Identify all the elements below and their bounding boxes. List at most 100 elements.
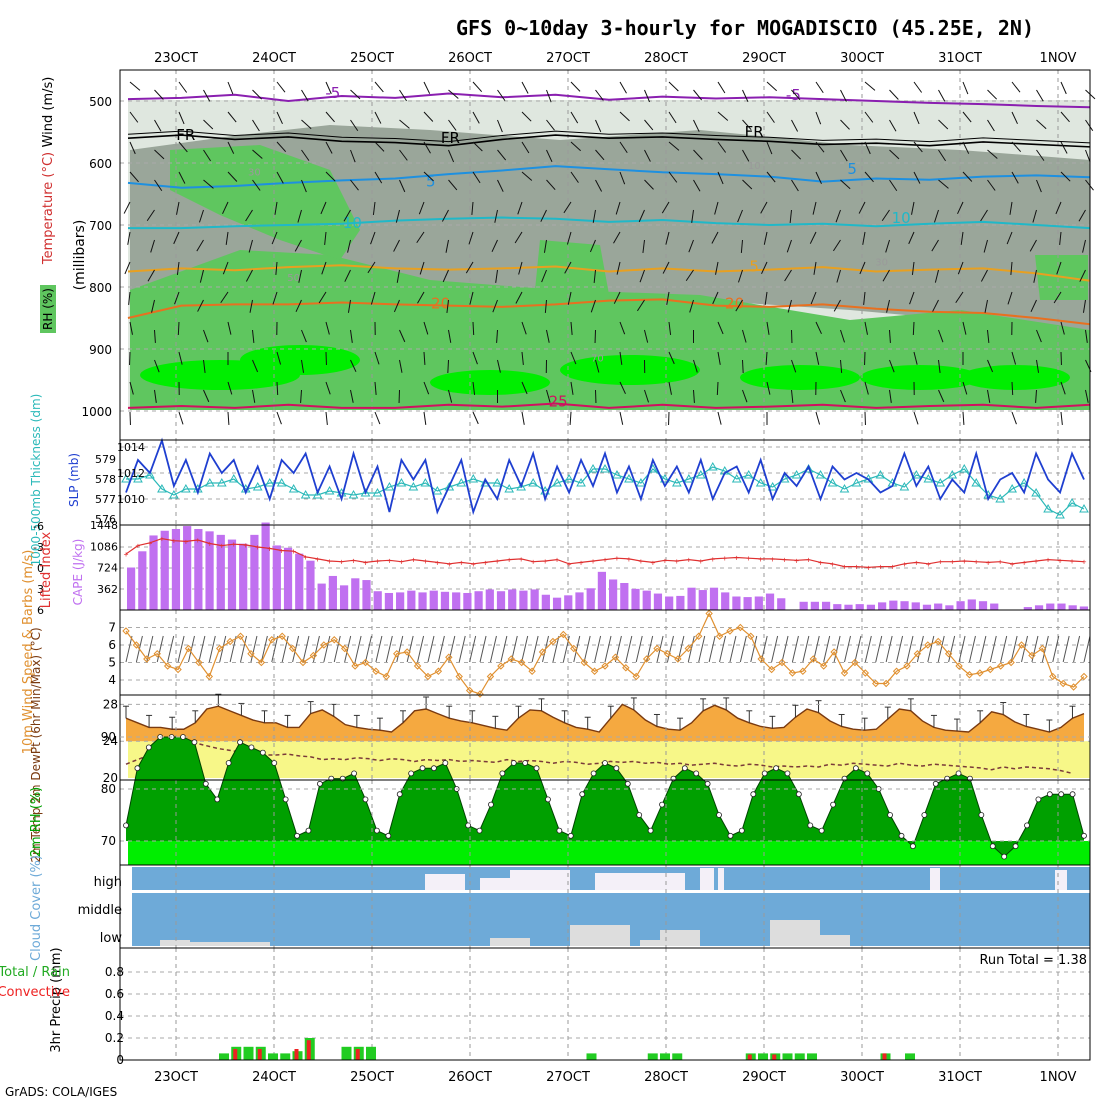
thickness-point [157,483,167,493]
precip-total-bar [341,1046,352,1060]
wind-barb [1060,81,1067,95]
wind-barb [252,149,263,159]
wind-barb [791,149,802,160]
rh2m-point [795,791,802,798]
wind-barb [812,201,817,215]
wind-barb [864,111,874,123]
lifted-index-point: + [962,557,967,566]
rh2m-point [624,780,631,787]
wind-barb [276,141,287,152]
wind-barb [738,269,743,283]
wind-barb [448,89,459,99]
surface-wind-barb [271,635,279,663]
wind-barb [448,179,458,191]
wind-speed-point [996,662,1005,670]
wind-barb [1085,389,1089,403]
wind-barb [913,81,923,93]
thickness-tick: 578 [95,473,116,486]
contour-label: 70 [591,353,604,364]
wind-barb [960,231,964,245]
wind-barb [274,201,278,215]
wind-barb [472,381,476,395]
wind-barb [301,119,312,130]
wind-barb [962,81,969,95]
wind-barb [203,149,211,162]
cape-bar [709,587,719,610]
cape-bar [743,597,752,610]
thickness-point [1079,503,1089,513]
surface-wind-barb [750,635,758,663]
wind-barb [222,261,229,275]
wind-barb [396,269,400,283]
wind-barb [913,351,918,365]
wind-barb [295,299,302,312]
surface-wind-barb [948,635,956,663]
wind-side-label: Wind (m/s) [41,77,56,148]
wind-barb [889,329,891,344]
wind-barb [1030,299,1037,312]
rh-shade-bright [560,355,700,385]
surface-wind-barb [989,635,997,663]
thickness-point [456,477,467,487]
wind-barb [886,299,890,313]
wind-barb [987,389,991,403]
surface-wind-barb [302,635,310,663]
rh2m-fill [126,737,1084,857]
thickness-point [360,487,371,497]
wind-barb [987,179,996,191]
wind-barb [742,89,749,102]
thickness-point [660,473,670,483]
wind-barb [661,201,670,214]
rh2m-point [1012,843,1019,850]
rh2m-point [510,760,517,766]
wind-barb [638,209,645,223]
wind-barb [497,359,501,373]
thickness-point [324,485,335,495]
precip-total-bar [905,1053,915,1060]
thickness-point [683,473,694,483]
wind-barb [252,329,255,343]
lifted-index-point: + [243,541,248,550]
precip-convective-bar [257,1049,262,1060]
slp-axis-label: SLP (mb) [67,453,81,507]
date-label-top: 23OCT [154,51,198,66]
wind-barb [840,119,850,130]
wind-barb [472,321,475,336]
wind-barb [521,351,524,365]
lifted-index-point: + [591,557,596,566]
cape-bar [642,590,651,610]
thickness-point [408,481,419,491]
wind-barb [370,291,376,305]
wind-barb [1079,269,1086,282]
wind-speed-point [819,662,828,670]
cape-bar [407,590,416,610]
surface-wind-barb [156,635,164,663]
cloud-level-sep [132,890,1090,893]
wind-barb [423,111,434,122]
cape-bar [978,601,988,610]
surface-wind-barb [583,635,591,663]
wind-barb [151,299,155,313]
wind-barb [786,239,792,253]
wind-barb [815,111,822,125]
wind-barb [350,179,359,191]
wind-barb [791,119,799,132]
wind-barb [813,261,817,275]
wind-speed-point [882,679,890,688]
wind-barb [178,171,186,184]
wind-barb [301,89,309,102]
wind-barb [717,81,726,94]
cape-bar [721,592,730,610]
precip-total-bar [243,1046,254,1060]
high-cloud-gap [700,868,714,890]
thickness-point [576,477,586,487]
lifted-index-point: + [171,537,176,546]
rh-shade-bright [740,365,860,390]
lifted-index-point: + [291,547,296,556]
cape-bar [519,590,528,610]
wind-speed-point [361,658,370,667]
wind-barb [913,111,920,125]
wind-speed-point [1017,641,1026,649]
wind-barb [325,321,330,335]
thickness-point [552,477,562,487]
